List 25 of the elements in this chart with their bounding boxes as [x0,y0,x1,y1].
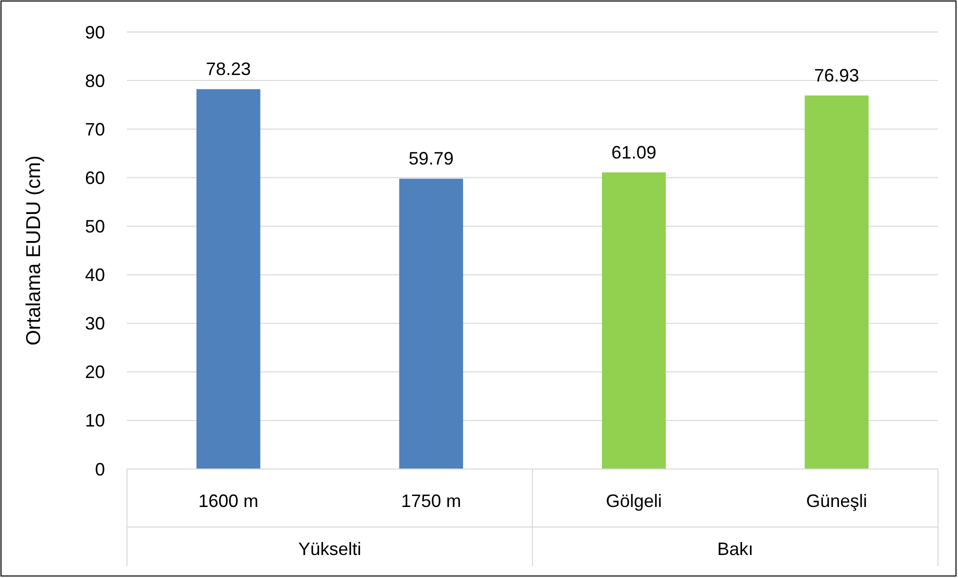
data-label: 76.93 [814,65,860,86]
y-tick-label: 30 [84,314,105,334]
text: Yükselti [298,539,362,559]
x-tick-label: 1600 m [198,491,258,511]
y-tick-label: 60 [84,168,105,188]
y-tick-label: 0 [94,459,105,480]
y-tick-label: 70 [84,119,105,140]
x-tick-label: 1750 m [401,491,462,511]
bar [804,95,869,469]
bar [399,178,464,469]
data-label: 78.23 [206,59,251,80]
y-tick-label: 80 [84,70,105,91]
y-tick-label: 90 [84,22,105,42]
y-tick-label: 50 [84,216,105,237]
x-tick-label: Gölgeli [606,491,662,511]
text: Bakı [717,539,754,559]
bar [196,89,260,469]
y-tick-label: 10 [84,410,105,431]
y-tick-label: 20 [84,362,105,382]
data-label: 61.09 [611,142,656,162]
y-tick-label: 40 [84,265,105,286]
bar [602,172,666,469]
y-axis-title: Ortalama EUDU (cm) [23,155,45,346]
x-tick-label: Güneşli [806,491,868,511]
data-label: 59.79 [408,148,454,169]
